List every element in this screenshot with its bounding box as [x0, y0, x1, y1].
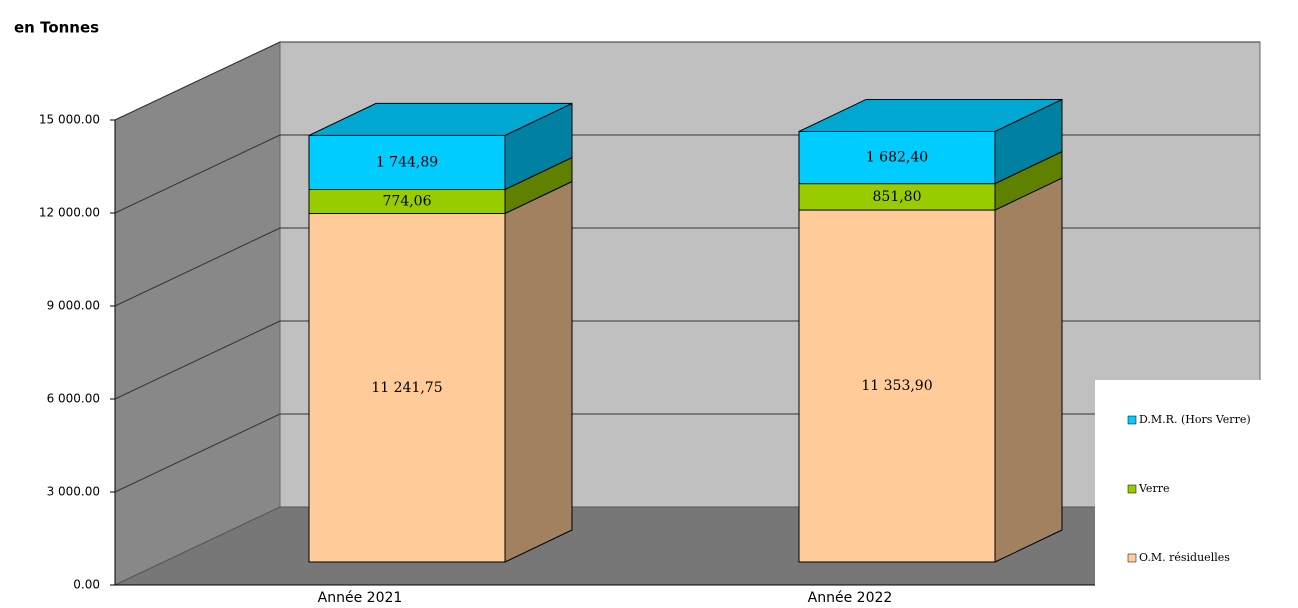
- bar-top: [308, 102, 573, 136]
- grid-line: [114, 41, 281, 121]
- data-label: 11 241,75: [371, 380, 442, 396]
- data-label: 11 353,90: [861, 378, 932, 394]
- bar-side: [994, 177, 1063, 563]
- legend-swatch: [1127, 553, 1137, 563]
- legend-label: O.M. résiduelles: [1139, 551, 1230, 564]
- side-wall: [114, 41, 281, 586]
- data-label: 774,06: [383, 194, 432, 210]
- y-axis-title: en Tonnes: [14, 19, 99, 37]
- bar: [798, 209, 996, 563]
- grid-line: [114, 134, 281, 214]
- y-tick-label: 6 000.00: [47, 392, 100, 406]
- y-tick-label: 3 000.00: [47, 485, 100, 499]
- legend-swatch: [1127, 484, 1137, 494]
- data-label: 851,80: [873, 189, 922, 205]
- bar: [308, 134, 506, 191]
- floor: [114, 506, 1261, 586]
- grid-line: [114, 227, 281, 307]
- legend-label: D.M.R. (Hors Verre): [1139, 413, 1251, 426]
- grid-line: [114, 413, 281, 493]
- grid-line: [114, 320, 281, 400]
- x-tick-label: Année 2022: [808, 590, 893, 606]
- legend-label: Verre: [1138, 482, 1169, 495]
- bar-top: [798, 98, 1063, 132]
- legend-swatch: [1127, 415, 1137, 425]
- bar-side: [504, 180, 573, 563]
- x-tick-label: Année 2021: [318, 590, 403, 606]
- y-tick-label: 15 000.00: [39, 113, 100, 127]
- plot: 0.00 3 000.00 6 000.00 9 000.00 12 000.00 15 …: [39, 41, 1260, 606]
- bar: [798, 130, 996, 185]
- data-label: 1 744,89: [376, 154, 438, 170]
- y-tick-label: 0.00: [73, 578, 100, 592]
- y-tick-label: 12 000.00: [39, 206, 100, 220]
- y-tick-label: 9 000.00: [47, 299, 100, 313]
- data-label: 1 682,40: [866, 150, 928, 166]
